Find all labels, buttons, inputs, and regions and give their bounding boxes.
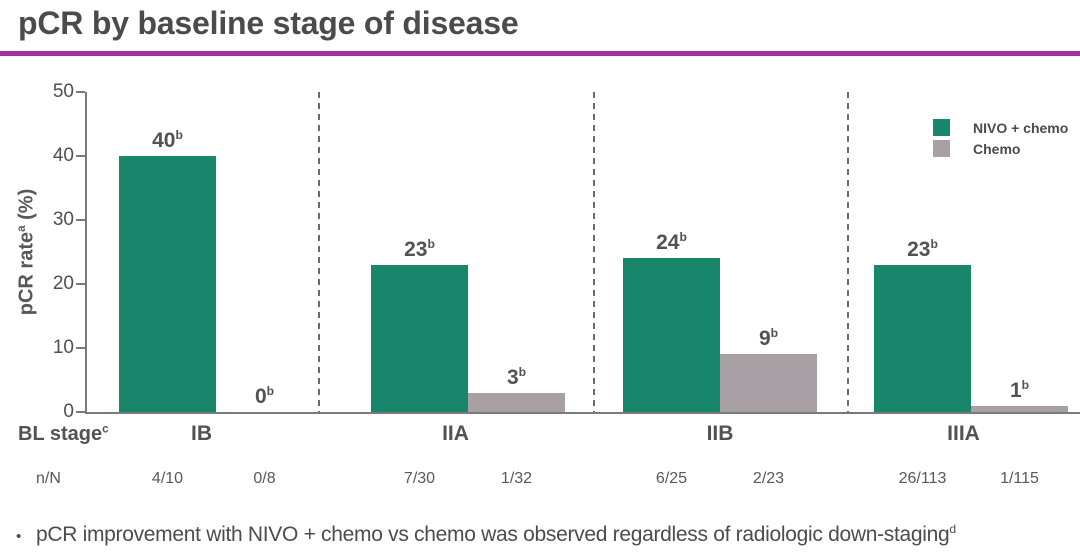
bar-chemo-iib [720, 354, 817, 412]
y-tick-mark [76, 91, 85, 93]
bar-value-label: 9b [758, 326, 779, 350]
bar-nivo-chemo-iiia [874, 265, 971, 412]
stage-label-iia: IIA [442, 422, 469, 445]
y-tick-label: 40 [52, 145, 74, 166]
legend-item: NIVO + chemo [933, 119, 1068, 136]
y-tick-label: 30 [52, 209, 74, 230]
bar-value-label: 24b [656, 230, 687, 254]
bar-value-label: 23b [404, 237, 435, 261]
bullet-icon: • [16, 528, 21, 545]
y-tick-label: 50 [52, 81, 74, 102]
y-tick-mark [76, 283, 85, 285]
x-axis-line [85, 412, 1080, 414]
y-tick-mark [76, 347, 85, 349]
n-over-n-value: 1/32 [500, 470, 533, 487]
group-separator [593, 92, 595, 412]
y-tick-label: 0 [63, 401, 74, 422]
footnote-text: pCR improvement with NIVO + chemo vs che… [35, 522, 956, 546]
legend-label: NIVO + chemo [973, 119, 1069, 136]
y-tick-mark [76, 155, 85, 157]
title-underline [0, 51, 1080, 56]
y-tick-label: 20 [52, 273, 74, 294]
bar-value-label: 0b [254, 384, 275, 408]
group-separator [318, 92, 320, 412]
footnote: • pCR improvement with NIVO + chemo vs c… [16, 523, 956, 547]
stage-label-iiia: IIIA [947, 422, 980, 445]
n-over-n-value: 1/115 [1000, 470, 1039, 487]
n-over-n-value: 6/25 [655, 470, 688, 487]
n-over-n-value: 2/23 [752, 470, 785, 487]
y-tick-label: 10 [52, 337, 74, 358]
y-tick-mark [76, 219, 85, 221]
bar-nivo-chemo-ib [119, 156, 216, 412]
bar-nivo-chemo-iib [623, 258, 720, 412]
y-axis-label: pCR ratea (%) [14, 188, 38, 316]
y-axis-line [85, 92, 87, 412]
legend-swatch-icon [933, 140, 950, 157]
legend-label: Chemo [973, 140, 1021, 157]
legend-swatch-icon [933, 119, 950, 136]
n-over-n-value: 0/8 [253, 470, 276, 487]
bar-value-label: 3b [506, 365, 527, 389]
legend-item: Chemo [933, 140, 1068, 157]
legend: NIVO + chemo Chemo [933, 119, 1068, 157]
n-over-n-value: 26/113 [898, 470, 947, 487]
bar-chemo-iiia [971, 406, 1068, 412]
n-over-n-value: 4/10 [151, 470, 184, 487]
stage-label-iib: IIB [706, 422, 734, 445]
n-over-n-row-label: n/N [36, 470, 61, 487]
group-separator [847, 92, 849, 412]
stage-label-ib: IB [191, 422, 212, 445]
n-over-n-value: 7/30 [403, 470, 436, 487]
bar-value-label: 40b [152, 128, 183, 152]
bl-stage-row-label: BL stagec [18, 422, 109, 445]
bar-nivo-chemo-iia [371, 265, 468, 412]
y-tick-mark [76, 411, 85, 413]
bar-chemo-iia [468, 393, 565, 412]
page-title: pCR by baseline stage of disease [18, 5, 519, 41]
bar-value-label: 1b [1009, 378, 1030, 402]
bar-value-label: 23b [907, 237, 938, 261]
